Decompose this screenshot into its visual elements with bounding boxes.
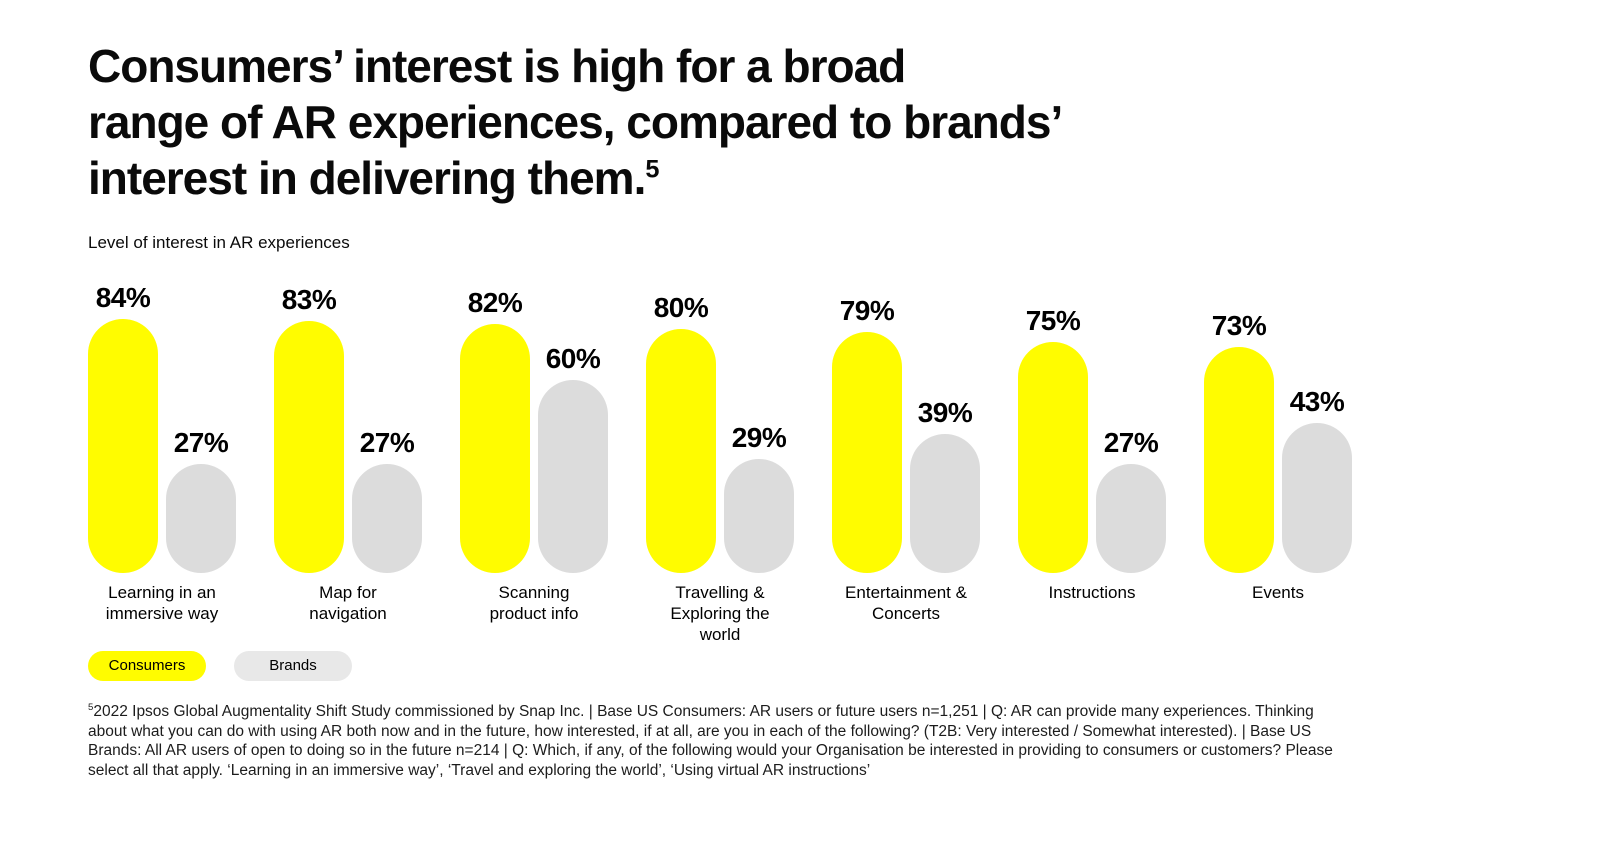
category-label: Entertainment & Concerts <box>845 583 967 623</box>
bar-chart: 84% 27% Learning in an immersive way 83% 27%… <box>88 281 1548 646</box>
brands-bar <box>910 434 980 573</box>
consumers-value-label: 79% <box>839 295 895 326</box>
consumers-bar <box>274 321 344 573</box>
footnote-text: 2022 Ipsos Global Augmentality Shift Stu… <box>88 703 1333 779</box>
brands-value-label: 27% <box>1103 427 1159 458</box>
consumers-bar-column: 79% <box>832 295 902 573</box>
category-label: Travelling & Exploring the world <box>670 583 770 644</box>
brands-value-label: 27% <box>359 427 415 458</box>
chart-group: 84% 27% Learning in an immersive way <box>88 281 236 646</box>
consumers-bar <box>88 319 158 573</box>
bar-pair: 80% 29% <box>646 281 794 573</box>
title-line-3-text: interest in delivering them. <box>88 152 646 204</box>
title-line-1: Consumers’ interest is high for a broad <box>88 40 906 92</box>
bar-pair: 84% 27% <box>88 281 236 573</box>
slide-content: Consumers’ interest is high for a broad … <box>88 38 1548 780</box>
brands-bar <box>1282 423 1352 573</box>
brands-bar-column: 43% <box>1282 386 1352 573</box>
brands-bar-column: 29% <box>724 422 794 573</box>
category-label: Learning in an immersive way <box>105 583 219 623</box>
bar-pair: 73% 43% <box>1204 281 1352 573</box>
chart-group: 82% 60% Scanning product info <box>460 281 608 646</box>
consumers-value-label: 82% <box>467 287 523 318</box>
consumers-value-label: 84% <box>95 282 151 313</box>
title-line-2: range of AR experiences, compared to bra… <box>88 96 1063 148</box>
category-label: Instructions <box>1048 583 1136 602</box>
brands-bar <box>352 464 422 573</box>
title-footnote-marker: 5 <box>645 155 659 184</box>
chart-group: 80% 29% Travelling & Exploring the world <box>646 281 794 646</box>
footnote: 52022 Ipsos Global Augmentality Shift St… <box>88 702 1333 780</box>
brands-value-label: 39% <box>917 397 973 428</box>
legend-pill-consumers: Consumers <box>88 651 206 681</box>
brands-bar <box>724 459 794 573</box>
consumers-bar-column: 80% <box>646 292 716 573</box>
consumers-bar <box>1018 342 1088 573</box>
brands-bar <box>166 464 236 573</box>
consumers-value-label: 80% <box>653 292 709 323</box>
chart-group: 73% 43% Events <box>1204 281 1352 646</box>
consumers-bar-column: 83% <box>274 284 344 573</box>
consumers-bar <box>460 324 530 573</box>
chart-subtitle: Level of interest in AR experiences <box>88 233 350 252</box>
footnote-marker: 5 <box>88 701 94 713</box>
chart-group: 83% 27% Map for navigation <box>274 281 422 646</box>
bar-pair: 79% 39% <box>832 281 980 573</box>
consumers-bar <box>1204 347 1274 573</box>
consumers-bar-column: 75% <box>1018 305 1088 573</box>
brands-value-label: 43% <box>1289 386 1345 417</box>
brands-bar <box>1096 464 1166 573</box>
category-label: Map for navigation <box>309 583 387 623</box>
chart-group: 79% 39% Entertainment & Concerts <box>832 281 980 646</box>
brands-value-label: 29% <box>731 422 787 453</box>
category-label: Scanning product info <box>489 583 579 623</box>
brands-bar-column: 27% <box>352 427 422 573</box>
consumers-bar-column: 82% <box>460 287 530 573</box>
category-label: Events <box>1252 583 1304 602</box>
brands-bar-column: 39% <box>910 397 980 573</box>
consumers-value-label: 75% <box>1025 305 1081 336</box>
page-title: Consumers’ interest is high for a broad … <box>88 38 1548 206</box>
bar-pair: 75% 27% <box>1018 281 1166 573</box>
consumers-value-label: 73% <box>1211 310 1267 341</box>
consumers-bar-column: 73% <box>1204 310 1274 573</box>
legend-pill-brands: Brands <box>234 651 352 681</box>
brands-value-label: 27% <box>173 427 229 458</box>
brands-value-label: 60% <box>545 343 601 374</box>
consumers-bar <box>832 332 902 573</box>
brands-bar-column: 27% <box>166 427 236 573</box>
chart-group: 75% 27% Instructions <box>1018 281 1166 646</box>
bar-pair: 82% 60% <box>460 281 608 573</box>
consumers-bar-column: 84% <box>88 282 158 573</box>
brands-bar <box>538 380 608 573</box>
chart-legend: Consumers Brands <box>88 651 1548 681</box>
bar-pair: 83% 27% <box>274 281 422 573</box>
brands-bar-column: 60% <box>538 343 608 573</box>
consumers-bar <box>646 329 716 573</box>
brands-bar-column: 27% <box>1096 427 1166 573</box>
title-line-3: interest in delivering them.5 <box>88 150 1548 206</box>
consumers-value-label: 83% <box>281 284 337 315</box>
